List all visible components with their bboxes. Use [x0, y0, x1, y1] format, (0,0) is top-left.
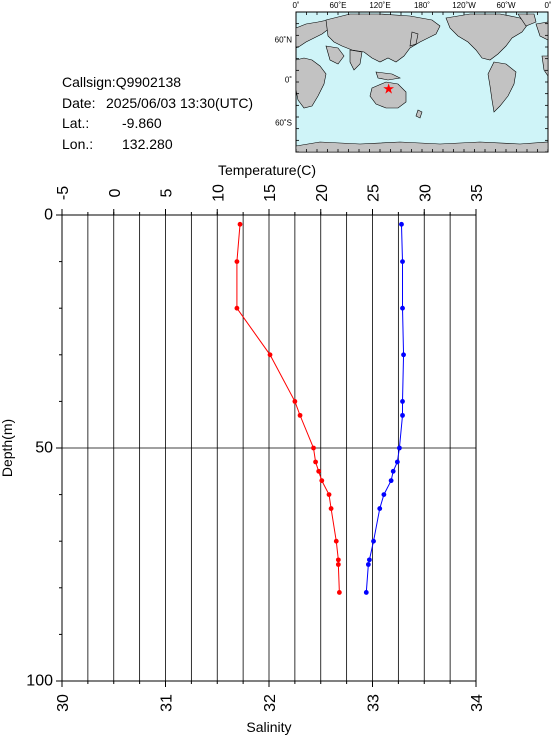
north-america-land [445, 13, 529, 61]
salinity-point [390, 468, 396, 474]
temperature-tick-label: 20 [314, 184, 331, 202]
temperature-point [335, 557, 341, 563]
indonesia-land [375, 71, 401, 81]
africa-land [295, 57, 327, 109]
salinity-point [400, 259, 405, 264]
africa-right-land [541, 55, 549, 77]
salinity-point [397, 445, 402, 451]
series [234, 221, 406, 595]
temperature-tick-label: -5 [55, 186, 72, 200]
map-lon-label: 120˚W [452, 1, 476, 10]
temperature-point [234, 305, 240, 311]
lat-value: -9.860 [122, 115, 162, 131]
station-info: Callsign:Q9902138 Date: 2025/06/03 13:30(… [62, 72, 253, 154]
lat-row: Lat.: -9.860 [62, 113, 253, 134]
station-marker: ★ [382, 82, 395, 98]
salinity-point [399, 221, 404, 227]
temperature-tick-label: 0 [107, 188, 124, 197]
salinity-tick-label: 34 [469, 694, 486, 712]
depth-tick-label: 50 [35, 440, 53, 457]
salinity-point [371, 538, 376, 544]
salinity-point [400, 399, 405, 404]
temperature-point [316, 468, 322, 474]
depth-tick-label: 0 [44, 207, 53, 224]
temperature-point [336, 590, 342, 595]
temperature-point [335, 562, 341, 567]
lat-label: Lat.: [62, 115, 90, 131]
temperature-tick-label: 15 [262, 184, 279, 202]
temperature-tick-label: 35 [469, 184, 486, 202]
temperature-tick-label: 5 [159, 188, 176, 197]
plot-frame [61, 214, 477, 682]
temperature-axis-label: Temperature(C) [218, 162, 316, 178]
temperature-tick-label: 10 [210, 184, 227, 202]
temperature-point [292, 399, 298, 404]
temperature-point [326, 492, 332, 497]
salinity-point [366, 557, 372, 563]
world-map: 0˚ 60˚E 120˚E 180˚ 120˚W 60˚W 0˚ 60˚N 0˚ 60˚S ★ [275, 1, 552, 153]
temperature-point [237, 221, 243, 227]
greenland-land [517, 13, 537, 27]
depth-tick-label: 100 [26, 673, 53, 690]
temperature-point [297, 412, 303, 418]
arabia-land [325, 45, 345, 65]
salinity-point [401, 352, 406, 358]
newzealand-land [415, 109, 423, 119]
salinity-point [381, 492, 387, 497]
date-row: Date: 2025/06/03 13:30(UTC) [62, 93, 253, 114]
salinity-point [365, 562, 371, 567]
lon-row: Lon.: 132.280 [62, 134, 253, 155]
salinity-point [400, 412, 405, 418]
map-frame [295, 11, 549, 153]
temperature-point [311, 445, 316, 451]
japan-land [409, 31, 419, 47]
salinity-point [363, 590, 369, 595]
depth-axis-label: Depth(m) [0, 419, 15, 477]
callsign-text: Callsign:Q9902138 [62, 74, 182, 90]
map-lat-label: 60˚S [275, 119, 292, 128]
temperature-point [234, 259, 240, 264]
grid [62, 215, 476, 681]
map-lon-label: 180˚ [414, 1, 430, 10]
temperature-point [319, 478, 325, 484]
map-lat-label: 60˚N [275, 36, 293, 45]
salinity-point [388, 478, 394, 484]
temperature-tick-label: 25 [366, 184, 383, 202]
salinity-tick-label: 31 [159, 694, 176, 712]
salinity-point [400, 305, 405, 311]
temperature-point [267, 352, 273, 358]
map-lon-label: 120˚E [369, 1, 390, 10]
temperature-line [236, 224, 340, 593]
salinity-tick-label: 30 [55, 694, 72, 712]
temperature-point [328, 506, 334, 511]
asia-land [325, 13, 441, 63]
temperature-point [333, 538, 339, 544]
date-value: 2025/06/03 13:30(UTC) [106, 94, 254, 111]
map-lon-label: 60˚W [496, 1, 516, 10]
map-lon-label: 60˚E [330, 1, 347, 10]
lon-label: Lon.: [62, 135, 94, 152]
map-labels: 0˚ 60˚E 120˚E 180˚ 120˚W 60˚W 0˚ 60˚N 0˚ 60˚S [275, 1, 552, 128]
salinity-axis-label: Salinity [246, 719, 291, 735]
australia-land [369, 81, 407, 109]
map-lon-label: 0˚ [292, 1, 299, 10]
temperature-tick-label: 30 [417, 184, 434, 202]
salinity-tick-label: 32 [262, 694, 279, 712]
salinity-point [394, 459, 400, 465]
salinity-line [365, 224, 405, 593]
map-lon-label: 0˚ [544, 1, 551, 10]
map-lat-label: 0˚ [285, 76, 292, 85]
salinity-point [377, 506, 383, 511]
date-label: Date: [62, 94, 96, 111]
india-land [349, 49, 363, 71]
temperature-point [313, 459, 318, 465]
south-america-land [487, 61, 517, 113]
salinity-tick-label: 33 [366, 694, 383, 712]
lon-value: 132.280 [122, 135, 173, 152]
map-land [295, 13, 549, 153]
